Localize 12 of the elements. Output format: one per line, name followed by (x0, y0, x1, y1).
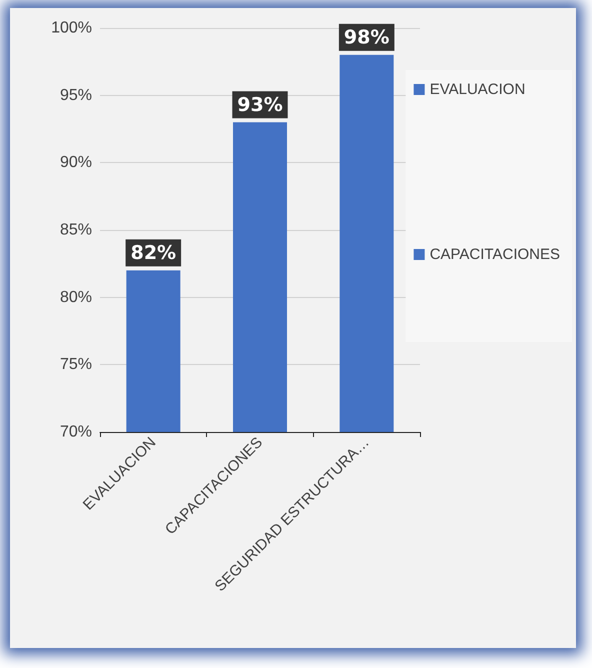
y-tick-label: 75% (60, 356, 92, 374)
y-tick-label: 70% (60, 424, 92, 440)
data-label: 93% (237, 94, 283, 116)
legend-label: EVALUACION (430, 81, 526, 98)
y-tick-label: 100% (51, 20, 92, 36)
data-label: 82% (130, 242, 176, 264)
legend-label: CAPACITACIONES (430, 246, 560, 263)
y-tick-label: 95% (60, 86, 92, 104)
data-label: 98% (344, 26, 390, 48)
y-tick-label: 80% (60, 288, 92, 306)
y-tick-label: 90% (60, 154, 92, 172)
y-tick-label: 85% (60, 222, 92, 238)
